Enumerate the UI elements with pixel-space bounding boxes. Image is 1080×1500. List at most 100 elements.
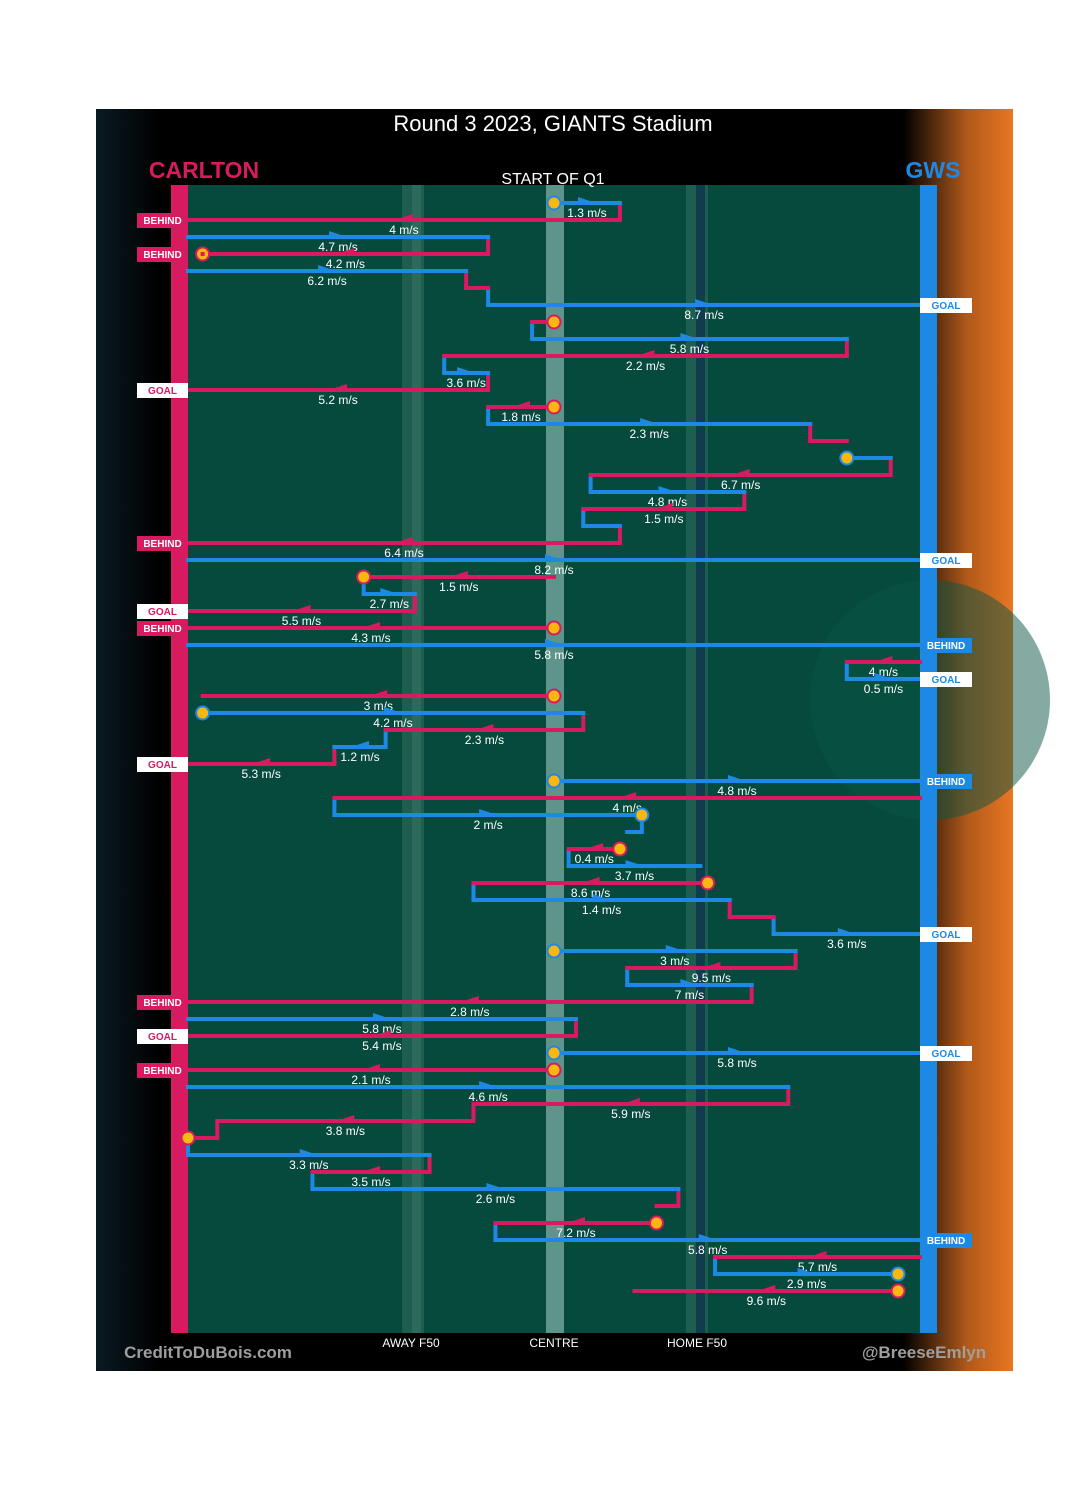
direction-arrow	[658, 486, 677, 493]
score-badge-label: BEHIND	[143, 998, 181, 1009]
speed-label: 2.6 m/s	[476, 1192, 515, 1206]
speed-label: 5.7 m/s	[798, 1260, 837, 1274]
ball-marker	[180, 1130, 196, 1146]
gws-goal-post	[920, 185, 937, 1333]
speed-label: 8.2 m/s	[534, 563, 573, 577]
direction-arrow	[336, 248, 355, 255]
speed-label: 7 m/s	[675, 988, 704, 1002]
tick-away-f50: AWAY F50	[382, 1336, 440, 1350]
ball-marker	[546, 620, 562, 636]
score-badge	[137, 995, 188, 1010]
speed-label: 8.7 m/s	[684, 308, 723, 322]
direction-arrow	[457, 367, 476, 374]
direction-arrow	[394, 537, 413, 544]
speed-label: 2.8 m/s	[450, 1005, 489, 1019]
direction-arrow	[460, 996, 479, 1003]
speed-label: 1.5 m/s	[439, 580, 478, 594]
direction-arrow	[581, 877, 600, 884]
credit-right: @BreeseEmlyn	[862, 1343, 986, 1362]
direction-arrow	[874, 656, 893, 663]
score-badge	[920, 1233, 972, 1248]
speed-label: 2.2 m/s	[626, 359, 665, 373]
direction-arrow	[292, 605, 311, 612]
speed-label: 4.8 m/s	[648, 495, 687, 509]
direction-arrow	[362, 622, 380, 629]
speed-label: 2.1 m/s	[351, 1073, 390, 1087]
speed-label: 4.8 m/s	[717, 784, 756, 798]
ball-marker	[546, 688, 562, 704]
tick-centre: CENTRE	[529, 1336, 578, 1350]
score-badge-label: BEHIND	[143, 539, 181, 550]
score-badge-label: BEHIND	[927, 641, 965, 652]
direction-arrow	[449, 571, 468, 578]
direction-arrow	[545, 639, 563, 646]
subtitle: START OF Q1	[501, 171, 604, 188]
ball-marker	[612, 841, 628, 857]
direction-arrow	[665, 945, 684, 952]
speed-label: 1.2 m/s	[340, 750, 379, 764]
speed-label: 6.7 m/s	[721, 478, 760, 492]
speed-label: 2 m/s	[473, 818, 502, 832]
ball-marker	[546, 773, 562, 789]
speed-label: 5.8 m/s	[362, 1022, 401, 1036]
direction-arrow	[372, 1013, 391, 1020]
speed-label: 5.9 m/s	[611, 1107, 650, 1121]
score-badge	[137, 383, 188, 398]
ball-marker	[546, 195, 562, 211]
ball-marker	[356, 569, 372, 585]
score-badge-label: GOAL	[148, 1032, 177, 1043]
direction-arrow	[654, 503, 673, 510]
direction-arrow	[618, 792, 637, 799]
direction-arrow	[621, 1098, 640, 1105]
direction-arrow	[362, 1166, 380, 1173]
direction-arrow	[797, 1268, 816, 1275]
speed-label: 6.4 m/s	[384, 546, 423, 560]
speed-label: 6.2 m/s	[307, 274, 346, 288]
score-badge	[137, 1029, 188, 1044]
direction-arrow	[625, 860, 644, 867]
speed-label: 0.4 m/s	[575, 852, 614, 866]
direction-arrow	[702, 962, 721, 969]
speed-label: 5.8 m/s	[688, 1243, 727, 1257]
speed-label: 5.8 m/s	[670, 342, 709, 356]
direction-arrow	[566, 1217, 585, 1224]
ball-marker	[195, 705, 211, 721]
direction-arrow	[636, 350, 655, 357]
centre-band	[546, 185, 564, 1333]
speed-label: 4.2 m/s	[373, 716, 412, 730]
direction-arrow	[585, 843, 604, 850]
speed-label: 3.7 m/s	[615, 869, 654, 883]
score-badge	[137, 757, 188, 772]
score-badge	[137, 247, 188, 262]
speed-label: 3.6 m/s	[827, 937, 866, 951]
direction-arrow	[731, 469, 750, 476]
direction-arrow	[837, 928, 856, 935]
direction-arrow	[757, 1285, 776, 1292]
chart-title: Round 3 2023, GIANTS Stadium	[393, 111, 712, 136]
speed-label: 3.8 m/s	[326, 1124, 365, 1138]
direction-arrow	[680, 979, 699, 986]
score-badge-label: GOAL	[932, 930, 961, 941]
home-f50-line	[696, 185, 705, 1333]
direction-arrow	[380, 588, 399, 595]
score-badge	[137, 536, 188, 551]
ball-marker	[546, 1045, 562, 1061]
speed-label: 5.3 m/s	[242, 767, 281, 781]
speed-label: 4.2 m/s	[326, 257, 365, 271]
speed-label: 1.4 m/s	[582, 903, 621, 917]
score-badge	[920, 553, 972, 568]
speed-label: 4 m/s	[613, 801, 642, 815]
ball-marker	[700, 875, 716, 891]
score-badge	[920, 1046, 972, 1061]
direction-arrow	[318, 265, 337, 272]
speed-label: 5.4 m/s	[362, 1039, 401, 1053]
direction-arrow	[329, 384, 348, 391]
credit-left: CreditToDuBois.com	[124, 1343, 292, 1362]
direction-arrow	[640, 418, 659, 425]
team-left-name: CARLTON	[149, 157, 259, 183]
score-badge	[920, 298, 972, 313]
direction-arrow	[252, 758, 271, 765]
